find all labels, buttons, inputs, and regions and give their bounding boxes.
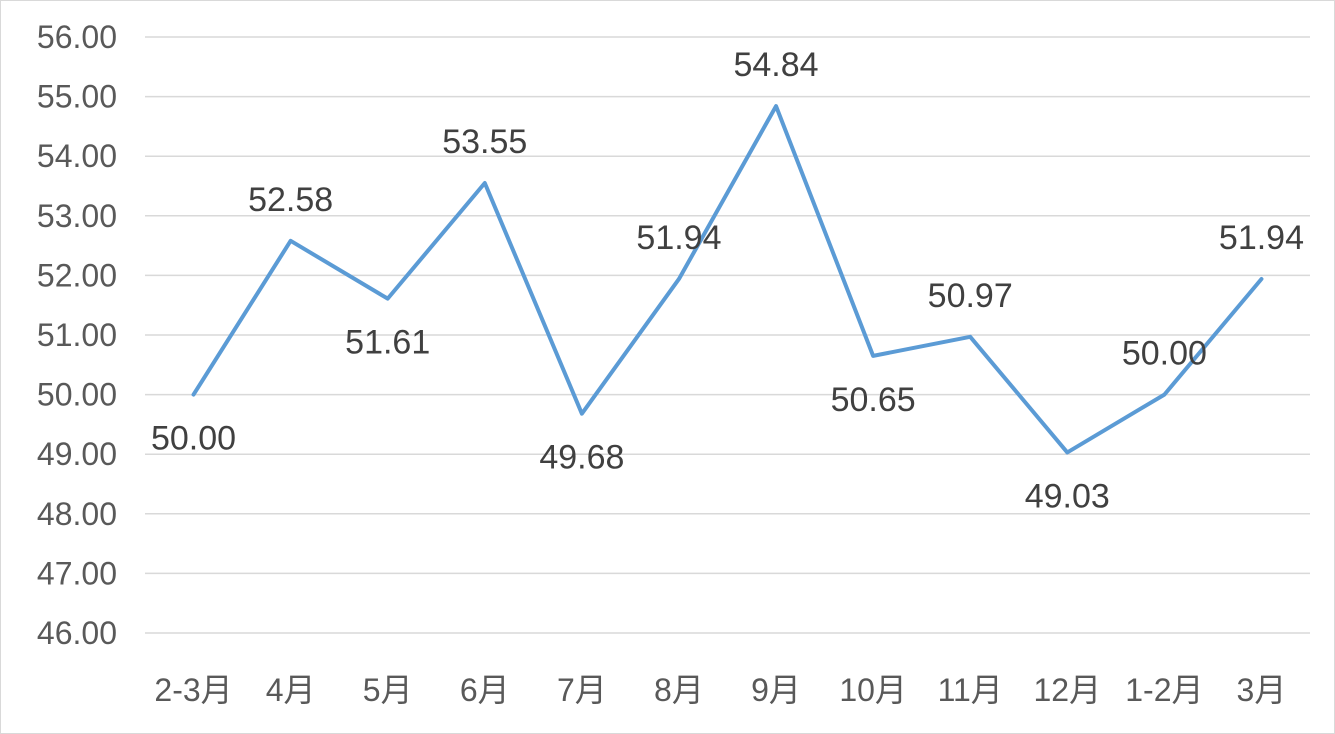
data-label: 51.94 — [636, 219, 721, 257]
data-label: 50.00 — [1122, 335, 1207, 373]
data-label: 50.65 — [831, 381, 916, 419]
x-tick-label: 4月 — [266, 672, 316, 708]
data-labels: 50.00 52.58 51.61 53.55 49.68 51.94 54.84 50.65… — [151, 46, 1304, 515]
y-tick-label: 49.00 — [37, 436, 117, 472]
data-label: 51.94 — [1219, 219, 1304, 257]
x-tick-label: 10月 — [839, 672, 907, 708]
data-label: 51.61 — [345, 324, 430, 362]
x-tick-label: 2-3月 — [154, 672, 232, 708]
x-axis-tick-labels: 2-3月 4月 5月 6月 7月 8月 9月 10月 11月 12月 1-2月 3月 — [154, 672, 1286, 708]
y-tick-label: 47.00 — [37, 555, 117, 591]
x-tick-label: 11月 — [938, 672, 1003, 708]
data-label: 52.58 — [248, 181, 333, 219]
data-label: 49.03 — [1025, 477, 1110, 515]
data-label: 53.55 — [442, 123, 527, 161]
series-line — [191, 104, 1264, 455]
y-axis-tick-labels: 46.00 47.00 48.00 49.00 50.00 51.00 52.00 53.00… — [37, 19, 117, 651]
x-tick-label: 9月 — [751, 672, 801, 708]
data-label: 50.00 — [151, 420, 236, 458]
y-tick-label: 53.00 — [37, 198, 117, 234]
x-tick-label: 5月 — [363, 672, 413, 708]
y-tick-label: 56.00 — [37, 19, 117, 55]
x-tick-label: 6月 — [460, 672, 510, 708]
y-tick-label: 52.00 — [37, 257, 117, 293]
data-label: 49.68 — [539, 439, 624, 477]
y-tick-label: 50.00 — [37, 377, 117, 413]
x-tick-label: 3月 — [1237, 672, 1287, 708]
gridlines — [145, 36, 1310, 634]
y-tick-label: 51.00 — [37, 317, 117, 353]
y-tick-label: 54.00 — [37, 138, 117, 174]
x-tick-label: 1-2月 — [1125, 672, 1203, 708]
data-label: 54.84 — [733, 46, 818, 84]
y-tick-label: 48.00 — [37, 496, 117, 532]
y-tick-label: 55.00 — [37, 79, 117, 115]
x-tick-label: 12月 — [1033, 672, 1101, 708]
x-tick-label: 7月 — [557, 672, 607, 708]
data-label: 50.97 — [928, 277, 1013, 315]
x-tick-label: 8月 — [654, 672, 704, 708]
y-tick-label: 46.00 — [37, 615, 117, 651]
series-line-group — [191, 104, 1264, 455]
